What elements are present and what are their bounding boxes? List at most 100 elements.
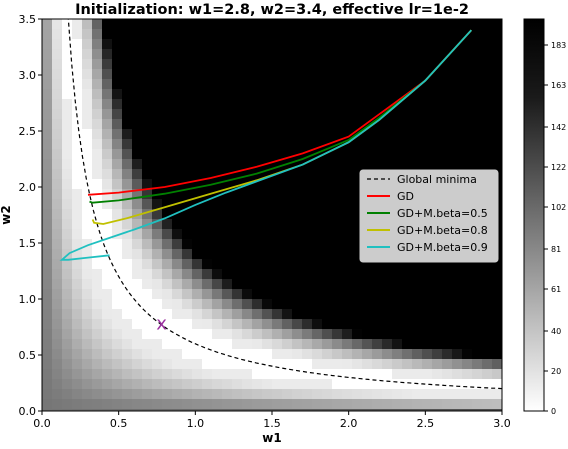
heatmap-cell [82,69,93,80]
heatmap-cell [322,389,333,400]
heatmap-cell [82,199,93,210]
heatmap-cell [122,229,133,240]
heatmap-cell [302,269,313,280]
heatmap-cell [222,139,233,150]
heatmap-cell [202,99,213,110]
heatmap-cell [92,319,103,330]
heatmap-cell [202,79,213,90]
heatmap-cell [262,299,273,310]
heatmap-cell [262,279,273,290]
heatmap-cell [392,329,403,340]
colorbar-tick-label: 0 [551,407,556,416]
heatmap-cell [472,159,483,170]
heatmap-cell [182,389,193,400]
heatmap-cell [192,99,203,110]
heatmap-cell [482,89,493,100]
heatmap-cell [162,339,173,350]
heatmap-cell [432,269,443,280]
heatmap-cell [152,89,163,100]
heatmap-cell [222,59,233,70]
heatmap-cell [92,109,103,120]
heatmap-cell [252,379,263,390]
heatmap-cell [272,159,283,170]
heatmap-cell [152,389,163,400]
heatmap-cell [132,209,143,220]
heatmap-cell [102,129,113,140]
heatmap-cell [252,89,263,100]
heatmap-cell [282,299,293,310]
heatmap-cell [122,39,133,50]
heatmap-cell [492,109,502,120]
colorbar-tick-label: 40 [551,327,561,336]
heatmap-cell [72,309,83,320]
heatmap-cell [242,299,253,310]
heatmap-cell [62,299,73,310]
heatmap-cell [202,309,213,320]
heatmap-cell [492,359,502,370]
heatmap-cell [472,129,483,140]
heatmap-cell [62,119,73,130]
heatmap-cell [52,339,63,350]
heatmap-cell [452,369,463,380]
heatmap-cell [222,199,233,210]
heatmap-cell [252,229,263,240]
heatmap-cell [232,309,243,320]
heatmap-cell [172,229,183,240]
heatmap-cell [382,119,393,130]
heatmap-cell [312,49,323,60]
heatmap-cell [432,389,443,400]
heatmap-cell [292,229,303,240]
heatmap-cell [232,49,243,60]
heatmap-cell [242,29,253,40]
heatmap-cell [332,109,343,120]
heatmap-cell [282,329,293,340]
heatmap-cell [122,269,133,280]
heatmap-cell [302,309,313,320]
heatmap-cell [72,269,83,280]
heatmap-cell [312,329,323,340]
heatmap-cell [252,219,263,230]
heatmap-cell [222,259,233,270]
heatmap-cell [102,59,113,70]
heatmap-cell [252,269,263,280]
heatmap-cell [122,199,133,210]
heatmap-cell [182,19,193,30]
heatmap-cell [322,199,333,210]
heatmap-cell [282,99,293,110]
heatmap-cell [332,379,343,390]
heatmap-cell [342,29,353,40]
heatmap-cell [352,109,363,120]
heatmap-cell [372,369,383,380]
heatmap-cell [142,269,153,280]
heatmap-cell [452,379,463,390]
heatmap-cell [212,59,223,70]
heatmap-cell [372,129,383,140]
heatmap-cell [212,39,223,50]
heatmap-cell [402,339,413,350]
heatmap-cell [62,99,73,110]
heatmap-cell [412,309,423,320]
heatmap-cell [322,409,333,411]
heatmap-cell [342,109,353,120]
heatmap-cell [42,199,53,210]
heatmap-cell [352,89,363,100]
heatmap-cell [272,79,283,90]
heatmap-cell [122,149,133,160]
heatmap-cell [312,359,323,370]
heatmap-cell [222,399,233,410]
heatmap-cell [282,259,293,270]
heatmap-cell [452,309,463,320]
heatmap-cell [62,349,73,360]
heatmap-cell [352,19,363,30]
heatmap-cell [342,139,353,150]
heatmap-cell [112,129,123,140]
series-line-curve-4 [59,29,472,261]
heatmap-cell [262,399,273,410]
heatmap-cell [212,79,223,90]
heatmap-cell [492,59,502,70]
heatmap-cell [232,359,243,370]
heatmap-cell [102,279,113,290]
heatmap-cell [152,259,163,270]
heatmap-cell [342,239,353,250]
heatmap-cell [492,389,502,400]
